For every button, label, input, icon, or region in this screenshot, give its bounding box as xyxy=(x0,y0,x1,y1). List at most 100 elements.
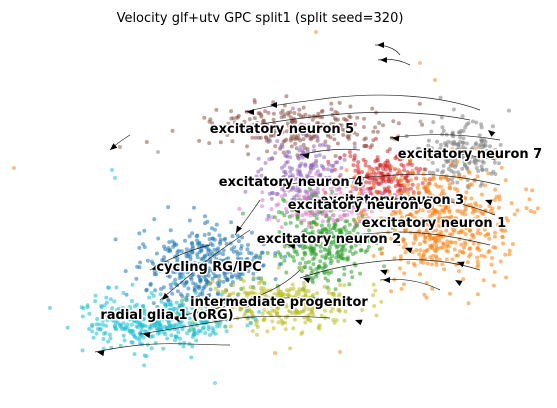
cell-point xyxy=(254,253,259,258)
cell-point xyxy=(477,133,482,138)
cell-point xyxy=(149,291,154,296)
cell-point xyxy=(532,210,537,215)
cell-point xyxy=(382,163,386,168)
cell-point xyxy=(417,101,422,106)
cell-point xyxy=(507,248,512,253)
cell-point xyxy=(234,115,239,120)
cell-point xyxy=(106,339,111,344)
cell-point xyxy=(124,292,129,297)
cell-point xyxy=(286,201,290,206)
cell-point xyxy=(487,204,492,209)
cell-point xyxy=(342,116,346,121)
cell-point xyxy=(298,145,303,149)
cell-point xyxy=(308,266,313,271)
cell-point xyxy=(336,218,340,223)
cell-point xyxy=(178,336,183,341)
cell-point xyxy=(389,212,394,217)
cell-point xyxy=(512,212,517,217)
cell-point xyxy=(102,303,107,308)
cell-point xyxy=(441,242,446,247)
cell-point xyxy=(134,324,139,329)
cell-point xyxy=(352,156,357,160)
cell-point xyxy=(237,260,242,265)
cell-point xyxy=(252,98,257,103)
cell-point xyxy=(201,311,206,316)
cell-point xyxy=(405,178,409,183)
cell-point xyxy=(389,200,394,205)
cell-point xyxy=(297,164,302,169)
cell-point xyxy=(294,299,299,303)
cell-point xyxy=(338,182,343,187)
cell-point xyxy=(209,260,214,265)
cell-point xyxy=(352,141,357,146)
cell-point xyxy=(401,245,406,250)
cell-point xyxy=(236,239,241,244)
cell-point xyxy=(342,283,347,288)
cell-point xyxy=(167,240,172,245)
cell-point xyxy=(260,263,265,268)
cell-point xyxy=(438,235,443,240)
cell-point xyxy=(450,232,455,237)
cell-point xyxy=(293,317,297,322)
cell-point xyxy=(292,258,297,263)
cell-point xyxy=(118,343,123,348)
cell-point xyxy=(309,252,314,256)
cell-point xyxy=(253,267,258,272)
cell-point xyxy=(481,278,486,283)
cell-point xyxy=(260,120,265,125)
cell-point xyxy=(235,252,240,257)
cell-point xyxy=(438,245,443,250)
cell-point xyxy=(417,252,422,257)
cell-point xyxy=(418,119,423,124)
cell-point xyxy=(210,121,215,126)
cell-point xyxy=(97,322,102,327)
cell-point xyxy=(411,200,416,205)
cell-point xyxy=(424,249,429,254)
cell-point xyxy=(293,188,298,193)
cell-point xyxy=(217,303,222,308)
velocity-arrowhead xyxy=(173,316,181,323)
cell-point xyxy=(142,228,147,233)
cell-point xyxy=(499,165,504,170)
velocity-arrowhead xyxy=(110,143,118,150)
cell-point xyxy=(253,135,258,140)
cell-point xyxy=(334,228,339,233)
cell-point xyxy=(285,210,289,215)
cell-point xyxy=(416,169,421,174)
cell-point xyxy=(492,160,497,165)
cell-point xyxy=(100,311,105,315)
cell-point xyxy=(307,186,312,191)
cell-point xyxy=(292,116,296,121)
cell-point xyxy=(338,190,343,195)
cell-point xyxy=(479,253,484,258)
cell-point xyxy=(412,220,417,224)
cell-point xyxy=(282,244,287,249)
cell-point xyxy=(418,242,423,246)
cell-point xyxy=(423,257,428,261)
cell-point xyxy=(192,285,197,290)
cell-point xyxy=(442,267,447,272)
velocity-arrowhead xyxy=(405,247,413,254)
velocity-arrowhead xyxy=(247,109,254,115)
cell-point xyxy=(318,173,323,178)
cell-point xyxy=(130,340,135,345)
cell-point xyxy=(318,249,323,254)
cell-point xyxy=(430,160,435,165)
cell-point xyxy=(362,116,367,121)
cell-point xyxy=(308,182,313,187)
cell-point xyxy=(303,288,308,293)
cell-point xyxy=(288,136,293,141)
cell-point xyxy=(132,304,137,309)
cell-point xyxy=(233,262,238,267)
cell-point xyxy=(262,289,267,294)
cell-point xyxy=(415,186,420,191)
cell-point xyxy=(367,180,372,185)
cell-point xyxy=(465,260,470,265)
cell-point xyxy=(152,217,157,222)
cell-point xyxy=(269,207,274,212)
cell-point xyxy=(406,182,411,187)
cell-point xyxy=(306,307,311,311)
cell-point xyxy=(430,155,435,160)
cell-point xyxy=(460,114,465,119)
cell-point xyxy=(325,132,330,137)
